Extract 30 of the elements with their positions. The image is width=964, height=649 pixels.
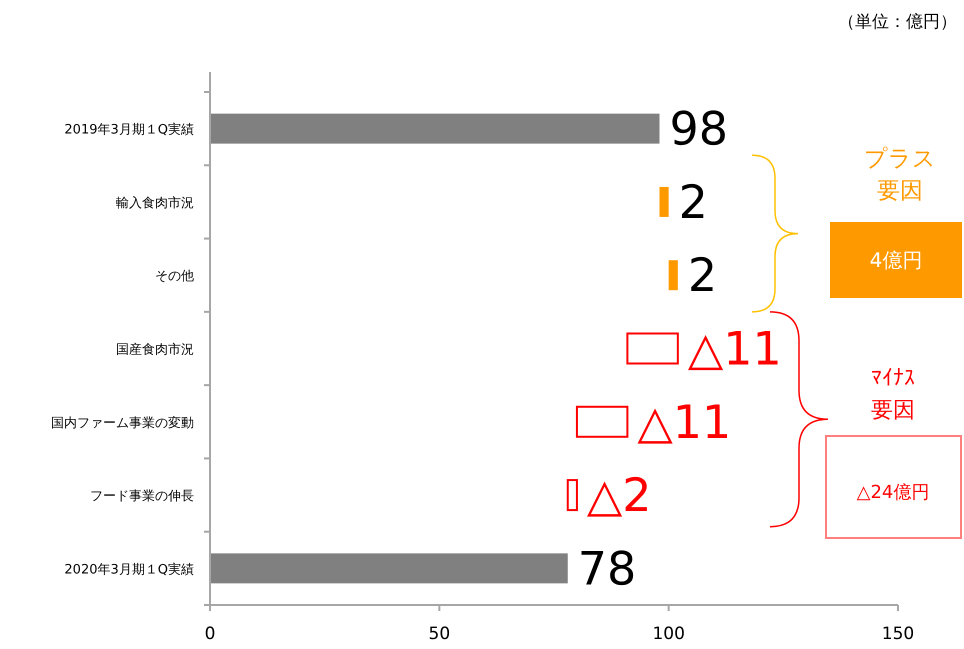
data-label: △2 [586,468,652,522]
x-tick-label: 0 [204,624,216,644]
y-tick-label: 輸入食肉市況 [116,196,194,211]
data-label: 2 [678,174,708,229]
y-tick-label: 2020年3月期１Q実績 [64,561,194,578]
y-tick-label: 国産食肉市況 [116,342,194,358]
annotation: △24億円 [856,482,930,503]
data-label: 78 [578,541,636,596]
data-label: 98 [669,102,728,156]
bar [668,260,678,290]
bar [210,114,660,144]
y-tick-label: フード事業の伸長 [90,489,194,504]
annotation: プラス [864,146,936,172]
annotation: 4億円 [870,248,922,272]
text: （単位：億円） [838,12,957,32]
data-label: △11 [637,394,732,449]
bar [659,186,669,217]
annotation: 要因 [871,398,915,423]
x-tick-label: 100 [652,624,685,644]
annotation: ﾏｲﾅｽ [871,366,915,391]
y-tick-label: 国内ファーム事業の変動 [51,414,194,431]
bar [210,553,568,584]
annotation: 要因 [877,178,923,204]
x-tick-label: 50 [428,624,450,644]
data-label: △11 [688,322,782,376]
y-tick-label: その他 [155,269,194,284]
bar [626,332,679,364]
y-tick-label: 2019年3月期１Q実績 [64,122,194,138]
x-tick-label: 150 [882,624,914,644]
data-label: 2 [688,248,718,302]
